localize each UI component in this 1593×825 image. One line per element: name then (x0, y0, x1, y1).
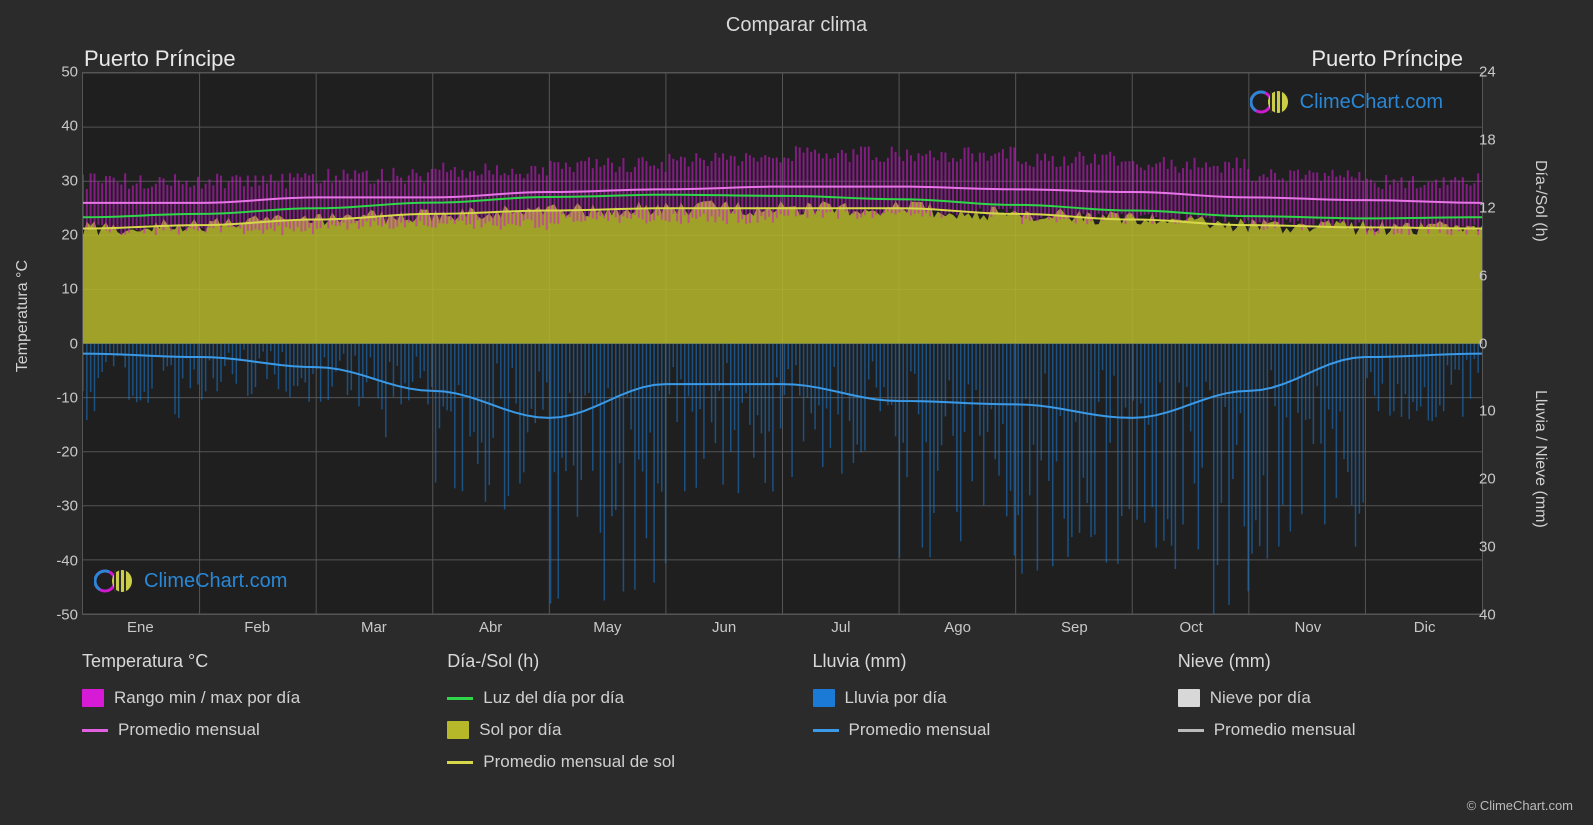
legend-swatch (447, 697, 473, 700)
legend-column: Día-/Sol (h) Luz del día por día Sol por d… (447, 651, 802, 801)
y-tick-left: 30 (61, 172, 78, 189)
y-tick-left: 10 (61, 281, 78, 298)
legend-label: Lluvia por día (845, 688, 947, 708)
x-tick: Feb (244, 619, 270, 636)
legend-header: Lluvia (mm) (813, 651, 1168, 672)
plot-svg (83, 73, 1482, 614)
y-tick-left: -10 (56, 389, 78, 406)
legend-item: Rango min / max por día (82, 688, 437, 708)
legend-header: Nieve (mm) (1178, 651, 1533, 672)
x-tick: May (593, 619, 621, 636)
legend-column: Nieve (mm) Nieve por día Promedio mensual (1178, 651, 1533, 801)
x-tick: Mar (361, 619, 387, 636)
climate-chart: Comparar clima Puerto Príncipe Puerto Pr… (0, 0, 1593, 825)
legend-column: Temperatura °C Rango min / max por día Pro… (82, 651, 437, 801)
legend-swatch (82, 729, 108, 732)
legend-label: Nieve por día (1210, 688, 1311, 708)
legend-swatch (1178, 729, 1204, 732)
legend-item: Lluvia por día (813, 688, 1168, 708)
legend-label: Sol por día (479, 720, 561, 740)
y-tick-right: 0 (1479, 335, 1487, 352)
legend-swatch (447, 721, 469, 739)
watermark-text: ClimeChart.com (1300, 91, 1443, 114)
y-tick-right: 30 (1479, 539, 1496, 556)
climechart-logo-icon (1250, 88, 1292, 116)
legend-item: Promedio mensual (82, 720, 437, 740)
watermark-top-right: ClimeChart.com (1250, 88, 1443, 116)
x-tick: Abr (479, 619, 502, 636)
x-tick: Sep (1061, 619, 1088, 636)
x-tick: Jul (831, 619, 850, 636)
legend-label: Luz del día por día (483, 688, 624, 708)
y-tick-right: 6 (1479, 267, 1487, 284)
y-tick-right: 24 (1479, 64, 1496, 81)
y-axis-right-top-label: Día-/Sol (h) (1531, 160, 1549, 242)
location-label-left: Puerto Príncipe (84, 46, 236, 72)
legend-swatch (813, 689, 835, 707)
x-tick: Ago (944, 619, 971, 636)
legend-item: Promedio mensual de sol (447, 752, 802, 772)
y-tick-left: -50 (56, 607, 78, 624)
y-axis-right-bot-label: Lluvia / Nieve (mm) (1531, 390, 1549, 528)
copyright-credit: © ClimeChart.com (1467, 798, 1573, 813)
y-tick-right: 10 (1479, 403, 1496, 420)
legend-label: Rango min / max por día (114, 688, 300, 708)
y-tick-left: -40 (56, 552, 78, 569)
legend-label: Promedio mensual (118, 720, 260, 740)
legend-swatch (1178, 689, 1200, 707)
x-tick: Nov (1295, 619, 1322, 636)
legend-item: Sol por día (447, 720, 802, 740)
y-tick-right: 20 (1479, 471, 1496, 488)
legend: Temperatura °C Rango min / max por día Pro… (82, 651, 1533, 801)
y-tick-left: -20 (56, 444, 78, 461)
watermark-bottom-left: ClimeChart.com (94, 567, 287, 595)
legend-label: Promedio mensual (849, 720, 991, 740)
legend-item: Promedio mensual (813, 720, 1168, 740)
y-tick-left: 40 (61, 118, 78, 135)
x-ticks: Ene Feb Mar Abr May Jun Jul Ago Sep Oct Nov Dic (82, 619, 1483, 641)
climechart-logo-icon (94, 567, 136, 595)
y-tick-right: 12 (1479, 199, 1496, 216)
plot-area (82, 72, 1483, 615)
legend-item: Nieve por día (1178, 688, 1533, 708)
y-tick-left: 0 (70, 335, 78, 352)
x-tick: Jun (712, 619, 736, 636)
y-tick-right: 18 (1479, 131, 1496, 148)
x-tick: Ene (127, 619, 154, 636)
y-ticks-left: 50403020100-10-20-30-40-50 (28, 72, 78, 615)
legend-item: Promedio mensual (1178, 720, 1533, 740)
x-tick: Dic (1414, 619, 1436, 636)
legend-label: Promedio mensual (1214, 720, 1356, 740)
legend-label: Promedio mensual de sol (483, 752, 675, 772)
y-tick-left: 50 (61, 64, 78, 81)
location-label-right: Puerto Príncipe (1311, 46, 1463, 72)
legend-swatch (82, 689, 104, 707)
legend-item: Luz del día por día (447, 688, 802, 708)
y-tick-left: -30 (56, 498, 78, 515)
y-ticks-right: 2418126010203040 (1479, 72, 1529, 615)
chart-title: Comparar clima (0, 14, 1593, 37)
watermark-text: ClimeChart.com (144, 570, 287, 593)
legend-swatch (813, 729, 839, 732)
x-tick: Oct (1179, 619, 1202, 636)
legend-header: Día-/Sol (h) (447, 651, 802, 672)
legend-swatch (447, 761, 473, 764)
legend-column: Lluvia (mm) Lluvia por día Promedio mensua… (813, 651, 1168, 801)
legend-header: Temperatura °C (82, 651, 437, 672)
y-tick-left: 20 (61, 226, 78, 243)
